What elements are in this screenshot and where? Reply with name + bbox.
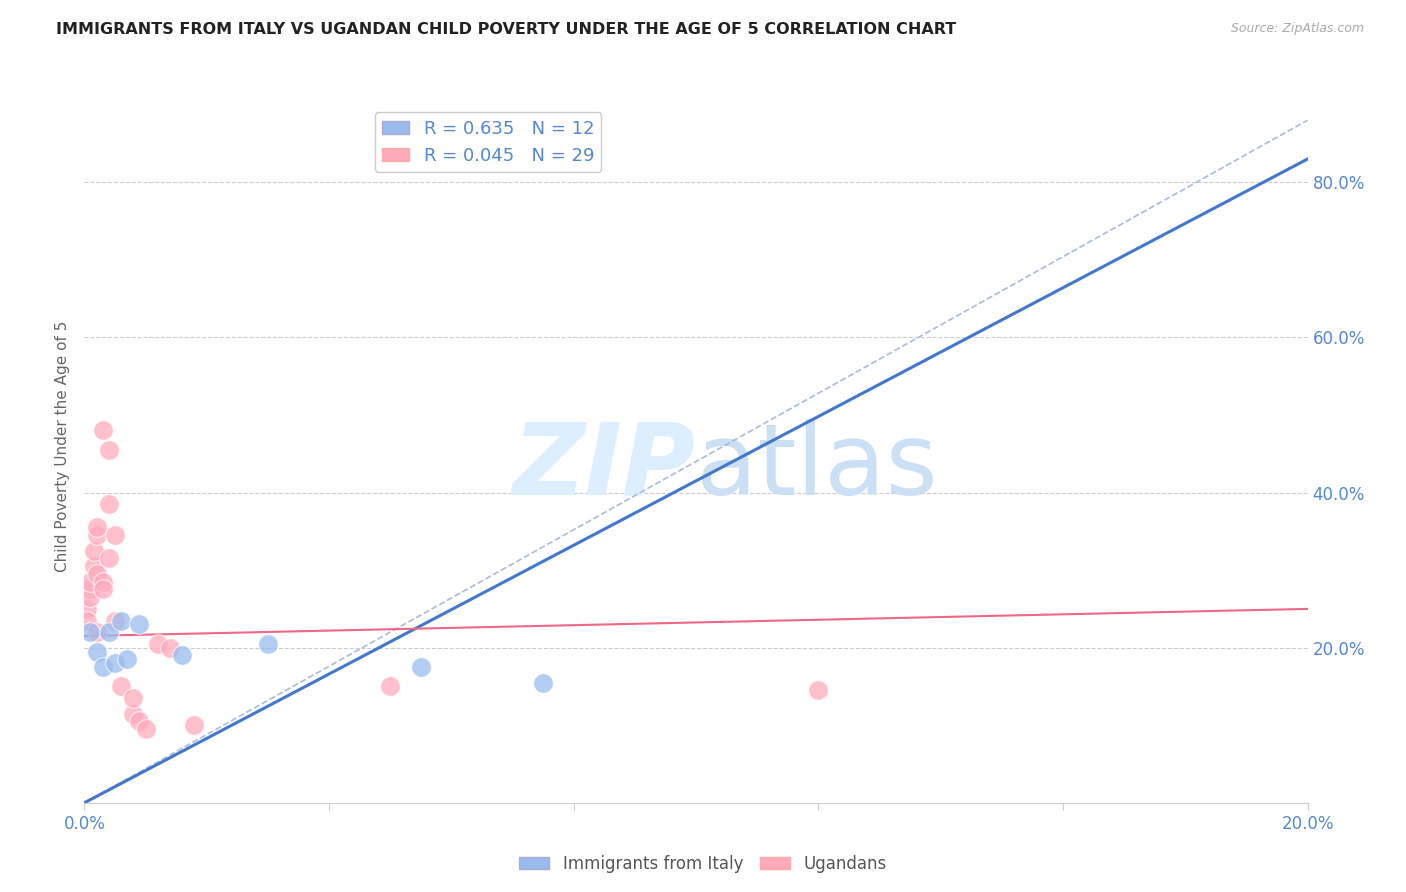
Point [128,617,150,632]
Point [159,640,181,655]
Point [79,574,101,589]
Point [146,637,169,651]
Point [104,656,127,670]
Y-axis label: Child Poverty Under the Age of 5: Child Poverty Under the Age of 5 [55,320,70,572]
Point [104,528,127,542]
Point [86,566,108,581]
Point [91,424,114,438]
Point [86,528,108,542]
Text: IMMIGRANTS FROM ITALY VS UGANDAN CHILD POVERTY UNDER THE AGE OF 5 CORRELATION CH: IMMIGRANTS FROM ITALY VS UGANDAN CHILD P… [56,22,956,37]
Text: ZIP: ZIP [513,419,696,516]
Point [380,680,402,694]
Point [91,574,114,589]
Point [110,614,132,628]
Point [83,559,105,574]
Point [97,551,120,566]
Point [79,582,101,597]
Point [86,520,108,534]
Point [91,582,114,597]
Point [79,625,101,640]
Legend: R = 0.635   N = 12, R = 0.045   N = 29: R = 0.635 N = 12, R = 0.045 N = 29 [375,112,602,172]
Point [91,660,114,674]
Text: atlas: atlas [696,419,938,516]
Point [97,497,120,511]
Point [97,442,120,457]
Point [183,718,205,732]
Point [79,591,101,605]
Point [122,706,145,721]
Point [128,714,150,729]
Point [76,614,98,628]
Point [531,675,554,690]
Point [172,648,194,663]
Legend: Immigrants from Italy, Ugandans: Immigrants from Italy, Ugandans [513,848,893,880]
Point [86,625,108,640]
Point [110,680,132,694]
Text: Source: ZipAtlas.com: Source: ZipAtlas.com [1230,22,1364,36]
Point [76,602,98,616]
Point [83,543,105,558]
Point [807,683,830,698]
Point [104,614,127,628]
Point [135,722,157,736]
Point [97,625,120,640]
Point [257,637,280,651]
Point [86,644,108,658]
Point [409,660,432,674]
Point [115,652,138,666]
Point [122,691,145,706]
